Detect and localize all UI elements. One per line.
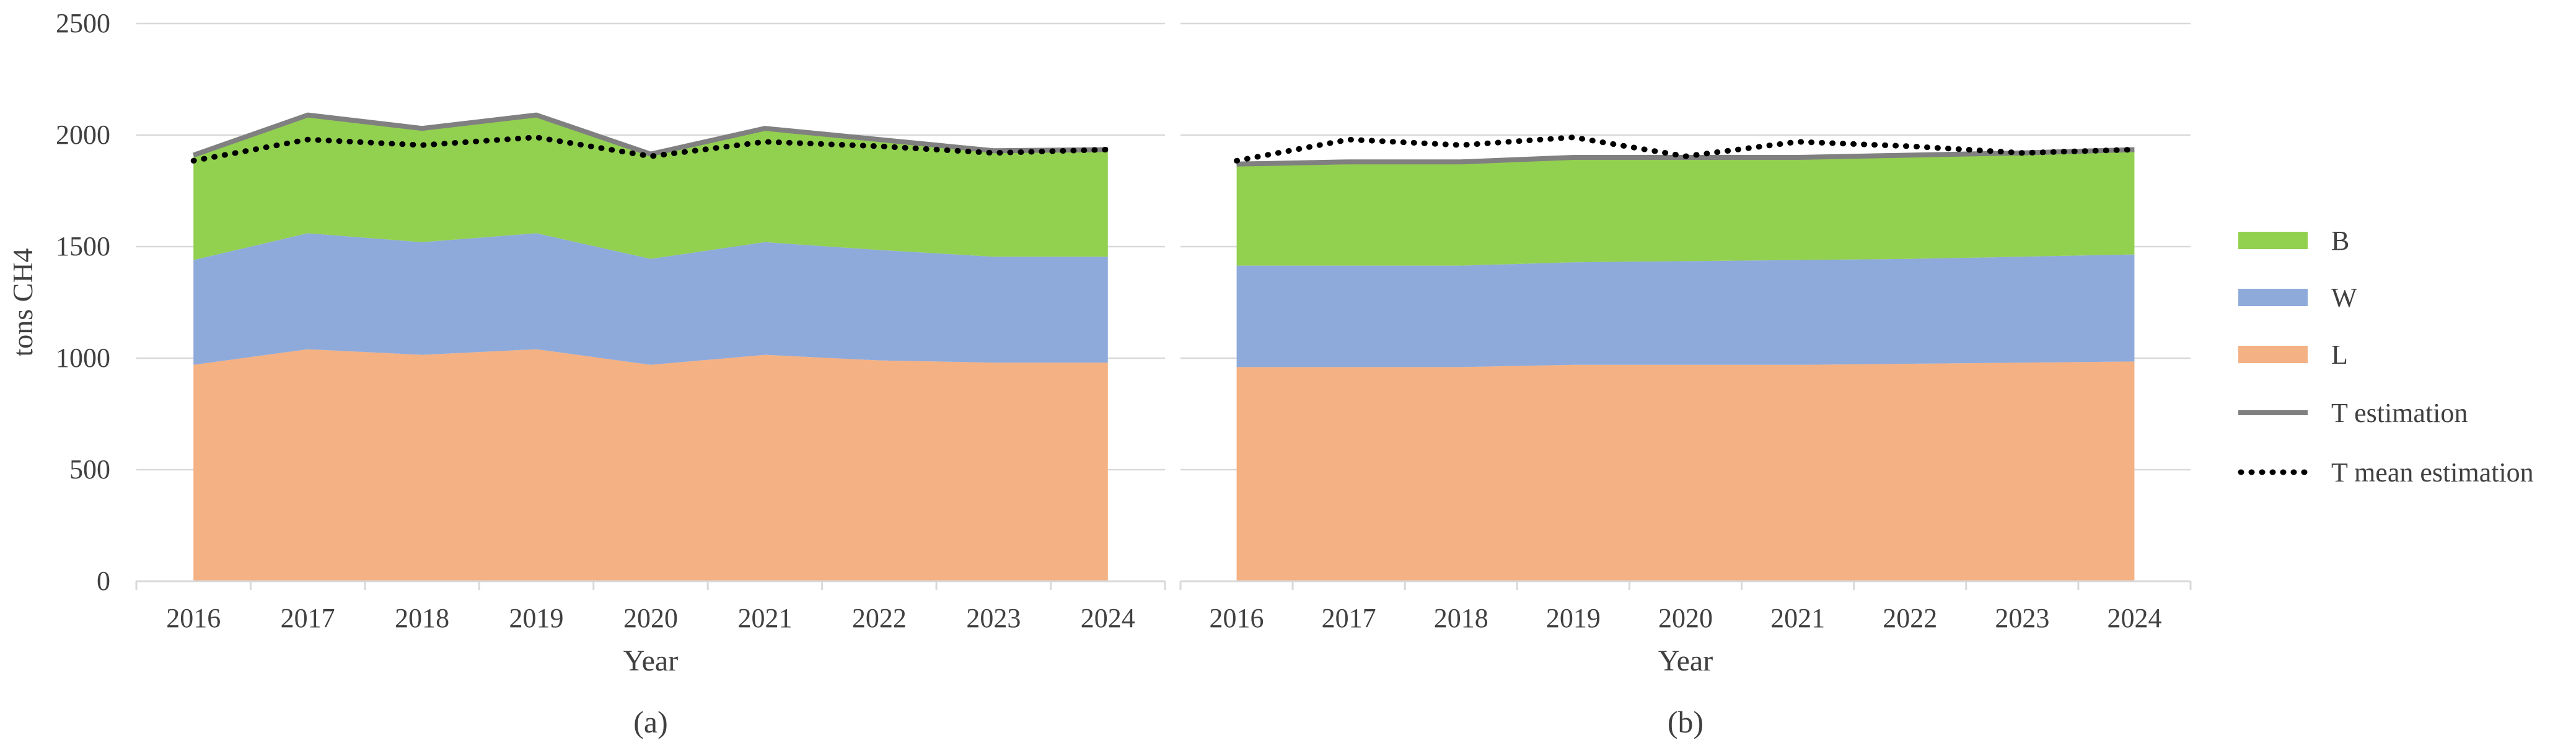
x-tick-label: 2024 [2107, 603, 2161, 633]
x-tick-label: 2019 [509, 603, 564, 633]
x-tick-label: 2018 [1434, 603, 1488, 633]
legend-swatch-L [2238, 346, 2308, 363]
legend-label: T estimation [2331, 398, 2468, 428]
y-tick-label: 2500 [56, 8, 110, 38]
legend: BWL T estimation T mean estimation [2238, 226, 2534, 488]
y-tick-label: 2000 [56, 120, 110, 150]
y-tick-label: 1000 [56, 343, 110, 373]
area-B [1236, 149, 2135, 266]
area-W [1236, 254, 2135, 367]
x-tick-label: 2017 [281, 603, 335, 633]
x-tick-label: 2024 [1081, 603, 1135, 633]
legend-label: L [2331, 340, 2348, 370]
line-t-estimation [192, 112, 1108, 158]
x-tick-label: 2017 [1322, 603, 1376, 633]
x-tick-label: 2022 [1883, 603, 1937, 633]
legend-label: T mean estimation [2331, 457, 2534, 488]
x-tick-label: 2016 [1210, 603, 1264, 633]
x-tick-label: 2023 [966, 603, 1021, 633]
panel-b-chart: 2016 2017 2018 2019 2020 2021 2022 2023 2024 Year… [1179, 22, 2192, 739]
x-axis-label: Year [1658, 644, 1713, 677]
panel-label: (b) [1668, 705, 1703, 739]
x-axis-label: Year [623, 644, 678, 677]
x-tick-label: 2022 [852, 603, 907, 633]
x-tick-label: 2020 [623, 603, 678, 633]
area-W [193, 233, 1108, 365]
x-tick-label: 2021 [1770, 603, 1825, 633]
legend-swatch-B [2238, 232, 2308, 249]
area-L [193, 349, 1108, 581]
legend-label: W [2331, 283, 2357, 313]
y-tick-label: 500 [69, 454, 110, 485]
x-tick-label: 2019 [1546, 603, 1601, 633]
legend-label: B [2331, 226, 2349, 256]
area-L [1236, 361, 2135, 581]
line-t-mean-estimation [1234, 134, 2137, 164]
x-tick-label: 2021 [737, 603, 792, 633]
y-axis-label: tons CH4 [7, 248, 38, 356]
panel-a-chart: 0 500 1000 1500 2000 2500 tons CH4 2016 2017 2018… [7, 8, 1166, 739]
y-tick-label: 1500 [56, 231, 110, 262]
line-t-mean-estimation [190, 134, 1111, 164]
panel-label: (a) [633, 705, 668, 739]
y-tick-label: 0 [97, 566, 110, 596]
legend-swatch-W [2238, 289, 2308, 306]
x-tick-label: 2023 [1995, 603, 2049, 633]
x-tick-label: 2020 [1658, 603, 1713, 633]
x-tick-label: 2016 [166, 603, 221, 633]
area-B [193, 115, 1108, 260]
x-tick-label: 2018 [395, 603, 449, 633]
